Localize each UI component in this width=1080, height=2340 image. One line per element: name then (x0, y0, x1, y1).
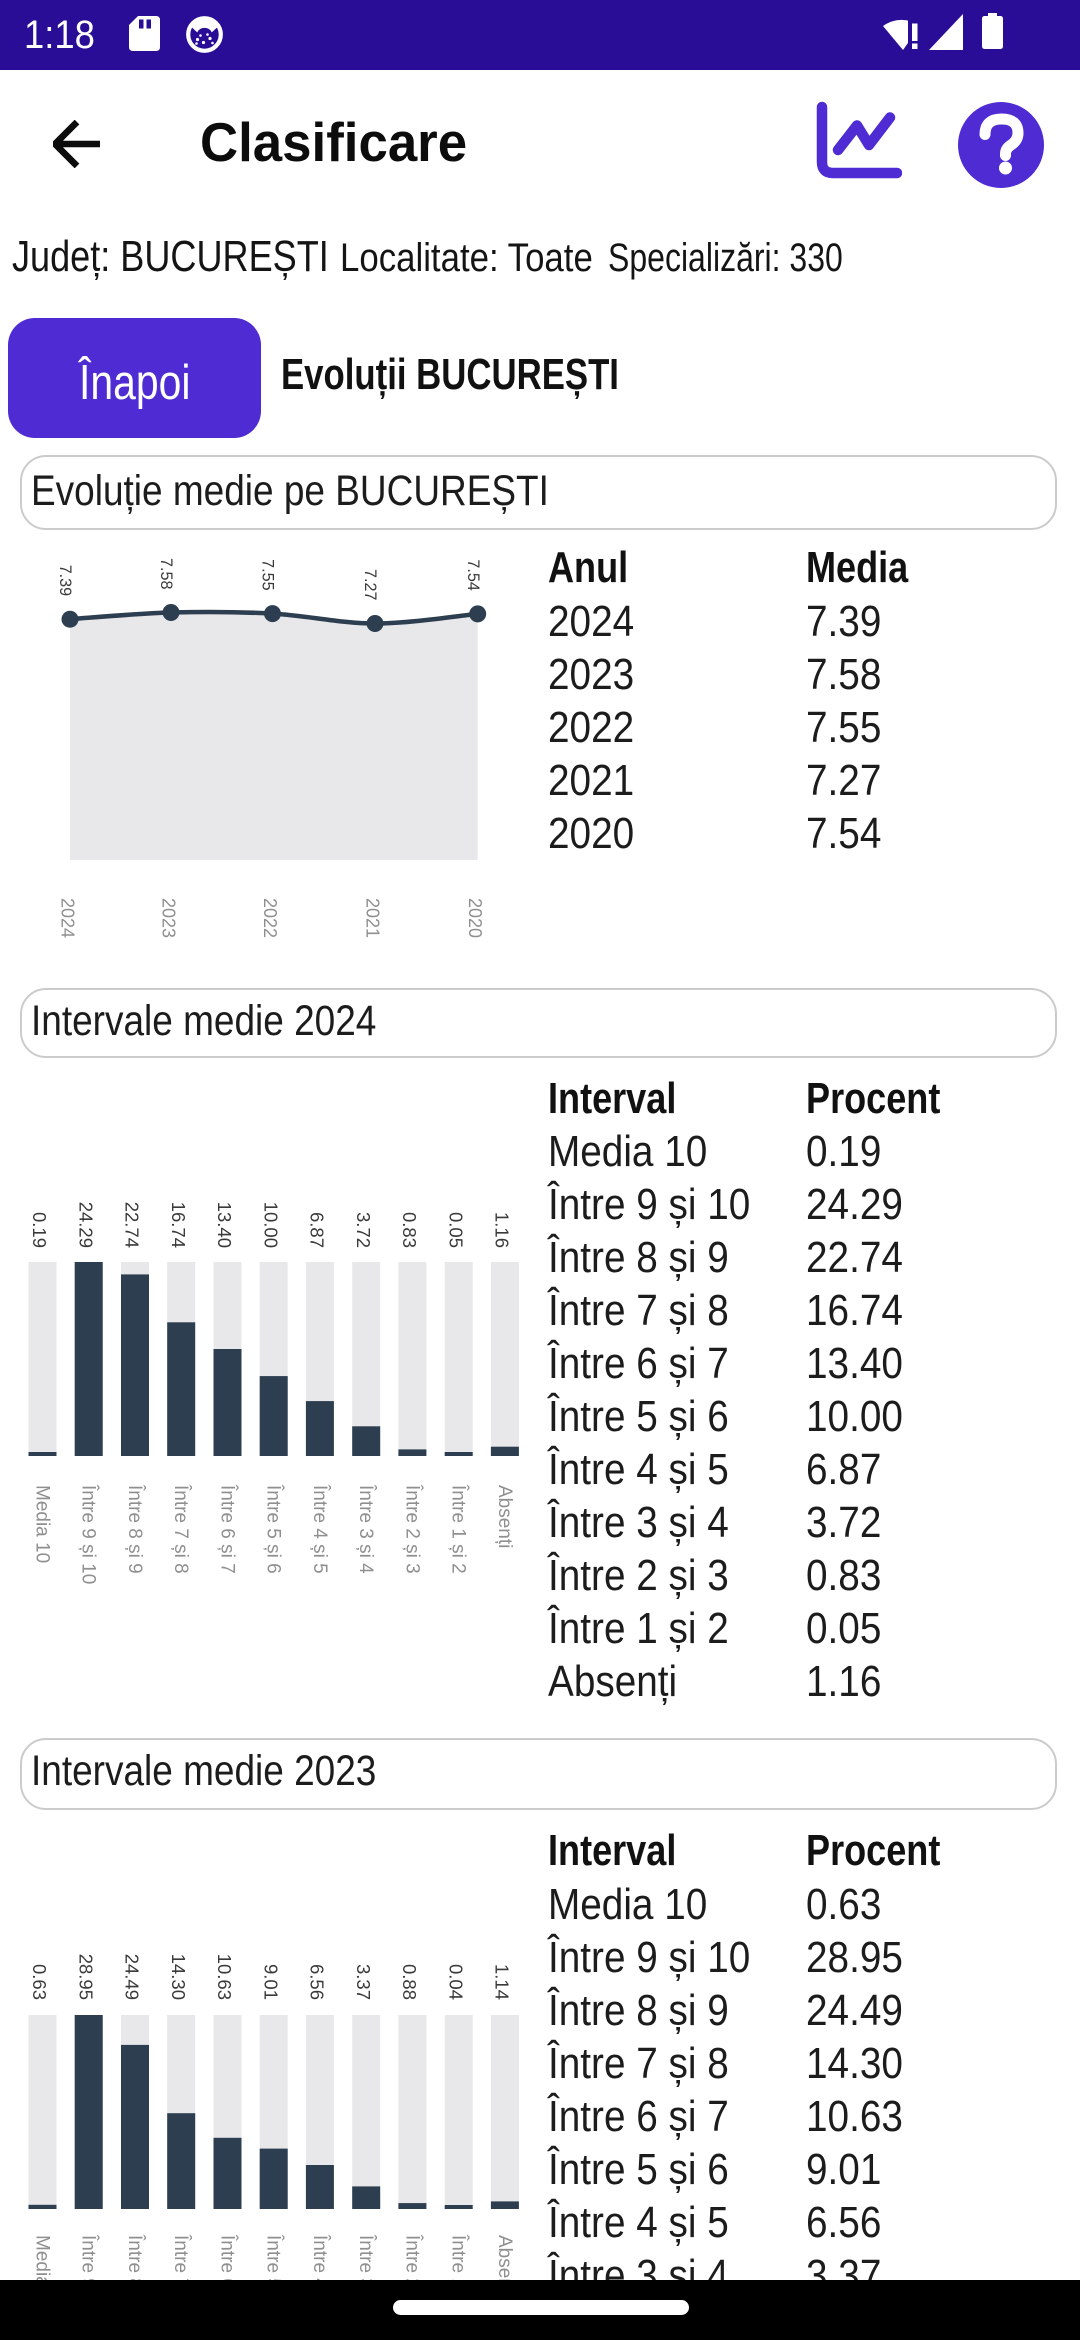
svg-text:7.58: 7.58 (157, 558, 176, 590)
svg-text:Între 4 și 5: Între 4 și 5 (309, 1484, 331, 1574)
svg-text:9.01: 9.01 (260, 1964, 281, 2000)
svg-text:7.54: 7.54 (464, 559, 483, 591)
svg-text:2022: 2022 (260, 898, 280, 938)
svg-text:3.72: 3.72 (353, 1212, 374, 1248)
svg-text:0.88: 0.88 (399, 1964, 420, 2000)
svg-text:22.74: 22.74 (122, 1202, 143, 1248)
svg-text:0.05: 0.05 (445, 1212, 466, 1248)
svg-text:Între 1 și 2: Între 1 și 2 (448, 1484, 470, 1574)
svg-text:3.37: 3.37 (353, 1964, 374, 2000)
svg-text:2023: 2023 (158, 898, 178, 938)
svg-text:2020: 2020 (465, 898, 485, 938)
svg-text:16.74: 16.74 (168, 1202, 189, 1248)
svg-text:Între 6 și 7: Între 6 și 7 (217, 1484, 239, 1574)
svg-text:0.83: 0.83 (399, 1212, 420, 1248)
svg-text:Media 10: Media 10 (32, 1485, 53, 1563)
svg-text:0.19: 0.19 (29, 1212, 50, 1248)
svg-text:24.49: 24.49 (122, 1954, 143, 2000)
svg-text:2024: 2024 (57, 898, 77, 938)
svg-text:1.14: 1.14 (492, 1964, 513, 2000)
svg-text:Absenți: Absenți (494, 1485, 515, 1548)
svg-text:28.95: 28.95 (75, 1954, 96, 2000)
svg-text:Între 5 și 6: Între 5 și 6 (263, 1484, 285, 1574)
svg-text:0.63: 0.63 (29, 1964, 50, 2000)
svg-text:Între 7 și 8: Între 7 și 8 (170, 1484, 192, 1574)
svg-text:0.04: 0.04 (445, 1964, 466, 2000)
svg-text:Între 9 și 10: Între 9 și 10 (78, 1484, 100, 1584)
svg-text:6.56: 6.56 (307, 1964, 328, 2000)
svg-text:Între 8 și 9: Între 8 și 9 (124, 1484, 146, 1574)
svg-text:7.55: 7.55 (259, 559, 278, 591)
svg-text:2021: 2021 (362, 898, 382, 938)
svg-text:Între 3 și 4: Între 3 și 4 (355, 1484, 377, 1574)
svg-text:14.30: 14.30 (168, 1954, 189, 2000)
svg-text:10.00: 10.00 (260, 1202, 281, 1248)
svg-text:13.40: 13.40 (214, 1202, 235, 1248)
svg-text:Între 2 și 3: Între 2 și 3 (401, 1484, 423, 1574)
svg-text:7.27: 7.27 (361, 569, 380, 601)
svg-text:7.39: 7.39 (56, 565, 75, 597)
svg-text:6.87: 6.87 (307, 1212, 328, 1248)
svg-text:10.63: 10.63 (214, 1954, 235, 2000)
svg-text:1.16: 1.16 (492, 1212, 513, 1248)
svg-text:24.29: 24.29 (75, 1202, 96, 1248)
